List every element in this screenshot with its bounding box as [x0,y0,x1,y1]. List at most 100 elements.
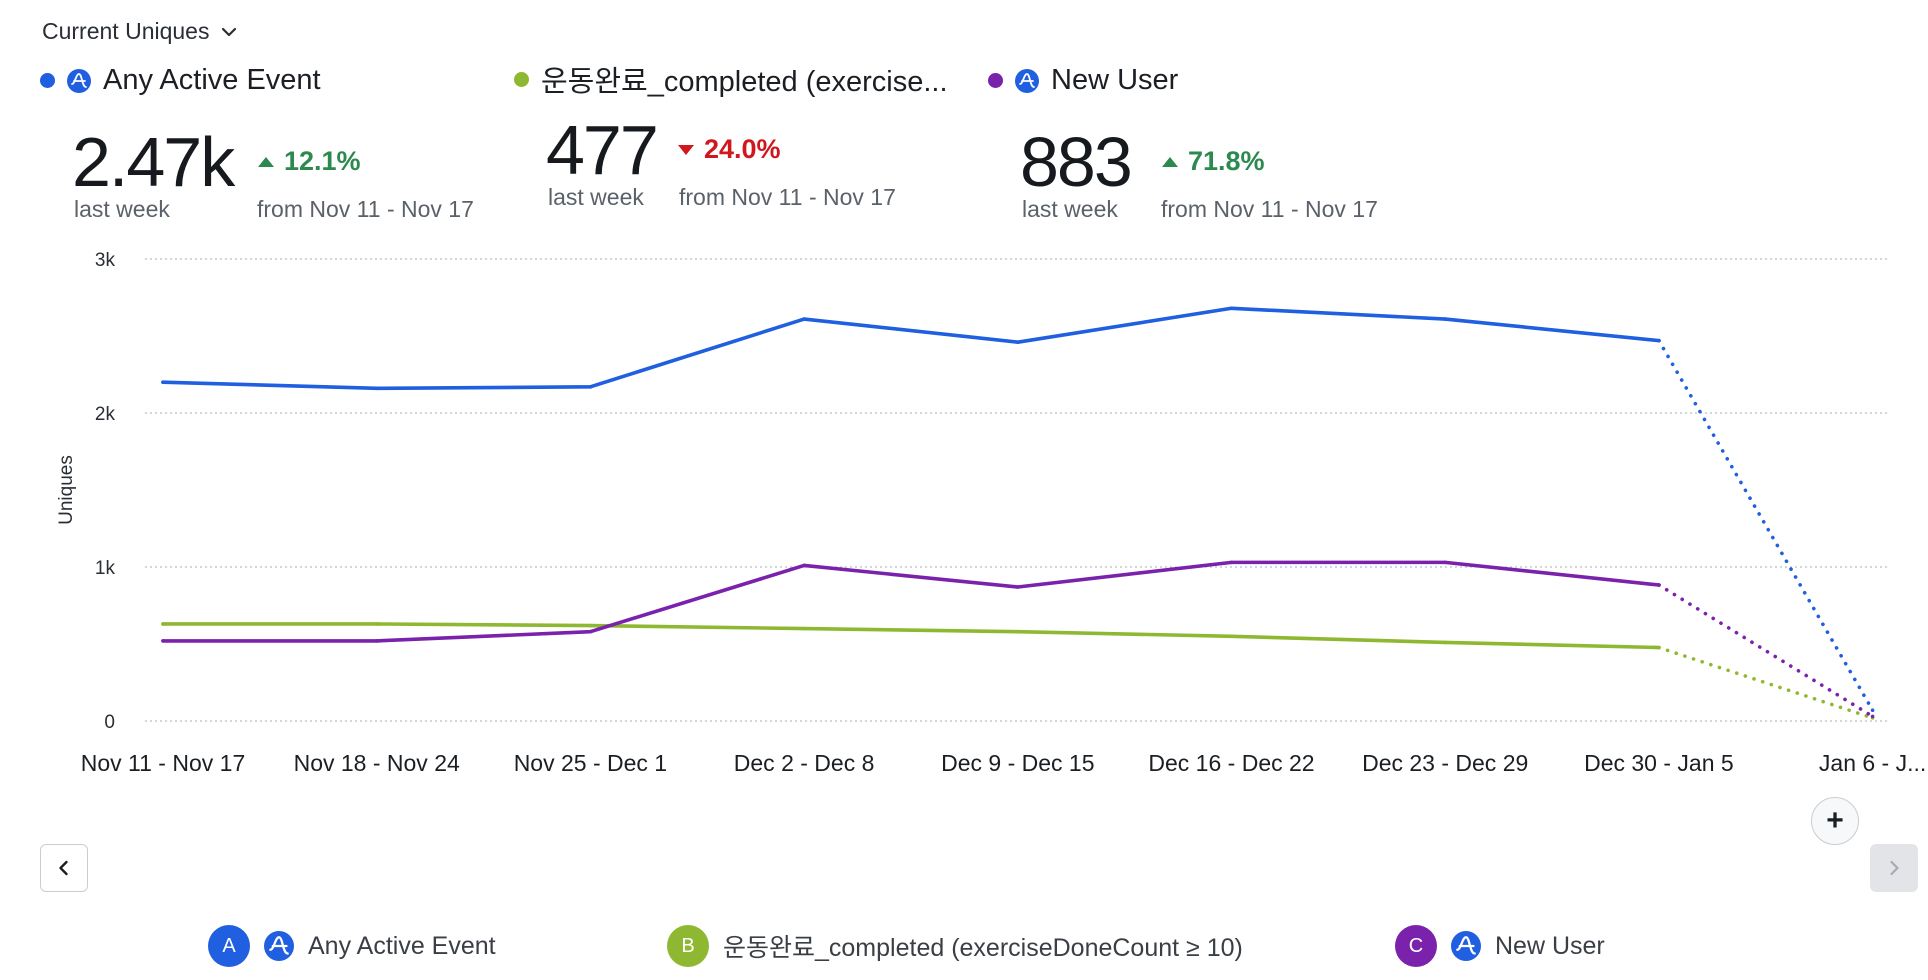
series-dot [988,73,1003,88]
data-point[interactable] [1016,340,1020,344]
summary-new-user: New User 883 last week 71.8% from Nov 11… [988,64,1378,222]
series-line [161,622,1661,650]
x-tick-label: Nov 25 - Dec 1 [514,750,667,776]
legend-item-a[interactable]: A Any Active Event [208,925,496,967]
legend-label: 운동완료_completed (exerciseDoneCount ≥ 10) [723,934,1243,962]
data-point[interactable] [1870,708,1875,713]
data-point[interactable] [1443,640,1447,645]
y-axis-ticks: 0 1k 2k 3k [95,250,116,733]
series-line [161,306,1661,391]
data-point[interactable] [588,629,593,634]
legend-label: Any Active Event [308,931,496,960]
series-b [161,622,1875,720]
x-tick-label: Dec 16 - Dec 22 [1148,750,1314,776]
next-page-button[interactable] [1870,844,1918,892]
series-line [161,560,1661,643]
data-point[interactable] [802,317,806,321]
summary-from: from Nov 11 - Nov 17 [1161,196,1378,222]
summary-value: 883 [1020,123,1133,201]
x-tick-label: Jan 6 - J... [1819,750,1926,776]
series-incomplete-segment [1657,338,1875,713]
series-badge: B [667,925,709,967]
summary-delta-value: 24.0% [704,134,781,164]
x-tick-label: Nov 18 - Nov 24 [294,750,460,776]
summary-name: New User [1051,64,1179,96]
series-dot [514,71,529,87]
y-axis-label: Uniques [56,455,77,525]
data-point[interactable] [374,386,379,391]
summary-exercise-completed: 운동완료_completed (exercise... 477 last wee… [514,58,948,210]
summary-period: last week [1022,196,1118,222]
data-point[interactable] [374,622,379,626]
summary-delta-value: 71.8% [1188,146,1265,176]
data-point[interactable] [374,639,379,643]
arrow-down-icon [678,144,694,155]
data-point[interactable] [1657,645,1661,650]
y-tick-label: 0 [104,712,115,733]
chevron-down-icon [222,27,237,36]
plus-icon: + [1826,804,1844,837]
amplitude-event-icon [67,68,91,93]
summary-value: 2.47k [72,123,235,201]
data-point[interactable] [588,623,593,628]
data-point[interactable] [161,622,165,626]
amplitude-event-icon [1015,68,1039,93]
summary-any-active-event: Any Active Event 2.47k last week 12.1% f… [40,64,474,222]
x-tick-label: Dec 2 - Dec 8 [734,750,875,776]
arrow-up-icon [258,156,274,167]
x-tick-label: Dec 30 - Jan 5 [1584,750,1734,776]
amplitude-event-icon [264,931,294,961]
data-point[interactable] [1870,714,1875,719]
data-point[interactable] [1016,585,1020,589]
data-point[interactable] [1657,583,1661,587]
series-badge: C [1395,925,1437,967]
data-point[interactable] [161,639,165,643]
summary-from: from Nov 11 - Nov 17 [679,184,896,210]
data-point[interactable] [1443,560,1447,565]
summary-name: Any Active Event [103,64,321,96]
summary-delta: 24.0% [678,134,781,165]
legend-item-c[interactable]: C New User [1395,925,1605,967]
series-incomplete-segment [1657,645,1875,720]
line-chart: 0 1k 2k 3k Uniques Nov 11 - Nov 17 Nov 18 - … [56,250,1927,776]
amplitude-event-icon [1451,931,1481,961]
metric-selector[interactable]: Current Uniques [42,18,239,45]
data-point[interactable] [802,626,806,631]
data-point[interactable] [1229,634,1234,639]
y-tick-label: 1k [95,558,116,579]
summary-delta: 12.1% [258,146,361,177]
arrow-up-icon [1162,156,1178,167]
series-incomplete-segment [1657,583,1875,719]
data-point[interactable] [1016,629,1020,634]
summary-name: 운동완료_completed (exercise... [541,66,948,98]
prev-page-button[interactable] [40,844,88,892]
data-point[interactable] [1657,338,1661,343]
series-a [161,306,1875,713]
data-point[interactable] [588,385,593,389]
summary-period: last week [74,196,170,222]
y-tick-label: 2k [95,404,116,425]
series-c [161,560,1875,719]
summary-from: from Nov 11 - Nov 17 [257,196,474,222]
data-point[interactable] [161,380,165,384]
x-tick-label: Nov 11 - Nov 17 [81,750,245,776]
summary-delta-value: 12.1% [284,146,361,176]
chevron-left-icon [59,860,68,876]
metric-selector-label: Current Uniques [42,18,210,44]
chart-series [161,306,1875,720]
legend-item-b[interactable]: B 운동완료_completed (exerciseDoneCount ≥ 10… [667,925,1243,967]
data-point[interactable] [802,563,806,568]
x-axis-ticks: Nov 11 - Nov 17 Nov 18 - Nov 24 Nov 25 - D… [81,750,1927,776]
data-point[interactable] [1229,560,1234,565]
chevron-right-icon [1890,860,1899,876]
add-button[interactable]: + [1811,797,1859,845]
data-point[interactable] [1229,306,1234,311]
data-point[interactable] [1443,317,1447,321]
x-tick-label: Dec 23 - Dec 29 [1362,750,1528,776]
series-badge: A [208,925,250,967]
x-tick-label: Dec 9 - Dec 15 [941,750,1094,776]
y-tick-label: 3k [95,250,116,271]
chart-grid [145,258,1890,722]
summary-value: 477 [546,111,659,189]
series-dot [40,73,55,88]
